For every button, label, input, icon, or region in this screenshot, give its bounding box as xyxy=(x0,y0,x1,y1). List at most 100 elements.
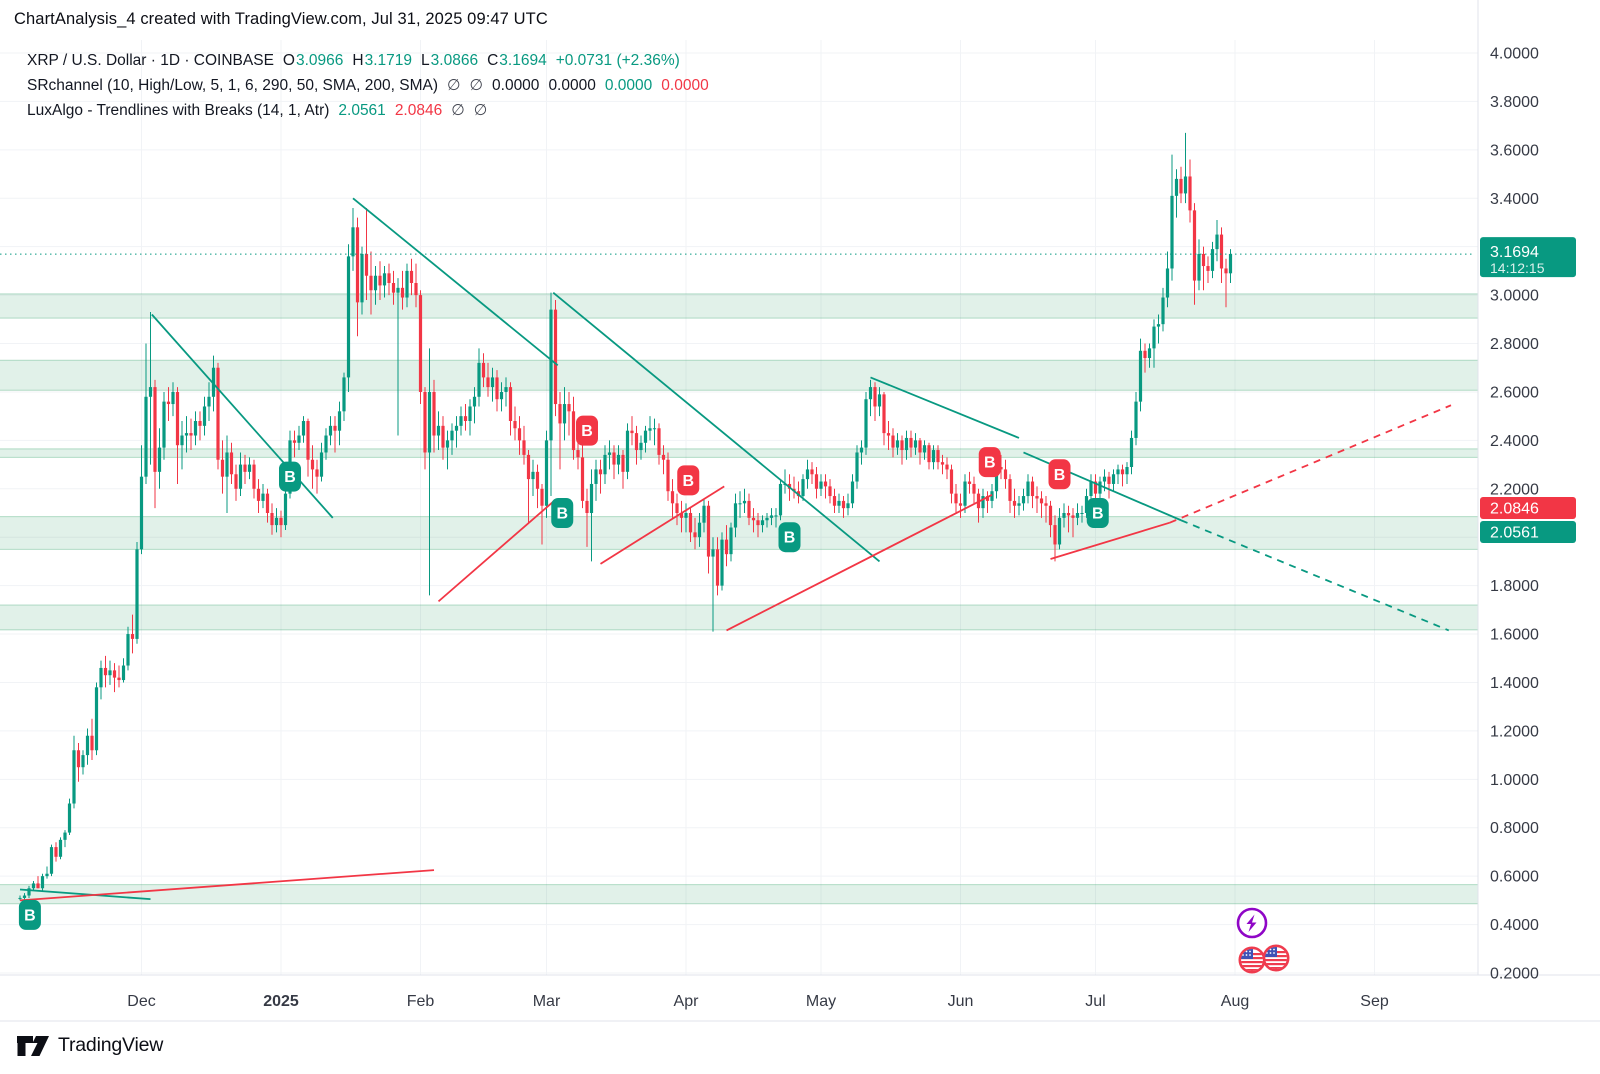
time-tick-label: Apr xyxy=(674,993,700,1010)
candle xyxy=(373,275,378,291)
bullish-break-label: B xyxy=(778,522,801,553)
candle xyxy=(274,517,279,526)
candle xyxy=(823,481,828,487)
price-tick-label: 2.6000 xyxy=(1490,384,1539,401)
symbol-title[interactable]: XRP / U.S. Dollar · 1D · COINBASE xyxy=(27,51,274,69)
candle xyxy=(819,481,823,489)
candle xyxy=(216,367,220,460)
us-flag-event-icon[interactable] xyxy=(1262,944,1290,972)
high-label: H xyxy=(352,51,364,69)
price-tick-label: 4.0000 xyxy=(1490,46,1539,63)
candle xyxy=(1030,481,1035,497)
candle xyxy=(931,450,936,463)
candle xyxy=(999,467,1003,470)
candle xyxy=(841,500,846,509)
svg-text:2.0561: 2.0561 xyxy=(1490,525,1539,542)
bullish-break-label: B xyxy=(18,899,41,930)
candle xyxy=(1026,481,1030,497)
chart-legend[interactable]: XRP / U.S. Dollar · 1D · COINBASE O 3.096… xyxy=(27,48,709,123)
candle xyxy=(1089,481,1093,497)
candle xyxy=(1071,515,1075,518)
candle xyxy=(319,452,324,477)
candle xyxy=(508,387,513,421)
axis-frame xyxy=(0,0,1600,1022)
candle xyxy=(1192,210,1197,281)
candle xyxy=(121,665,126,681)
candle xyxy=(261,493,265,501)
srchannel-legend-row[interactable]: SRchannel (10, High/Low, 5, 1, 6, 290, 5… xyxy=(27,73,709,98)
candle xyxy=(661,454,666,460)
candle xyxy=(927,445,931,463)
empty-set-icon: ∅ xyxy=(451,102,465,119)
event-icons[interactable] xyxy=(1236,907,1290,974)
candle xyxy=(130,634,135,639)
candle xyxy=(612,452,616,465)
luxalgo-lower-badge: 2.0846 xyxy=(1480,497,1576,519)
candle xyxy=(1147,348,1152,359)
candle xyxy=(765,517,769,521)
candles-layer[interactable] xyxy=(18,132,1233,901)
candle xyxy=(1224,268,1228,274)
close-label: C xyxy=(487,51,499,69)
grid-lines xyxy=(0,40,1478,975)
candle xyxy=(1012,500,1017,506)
candle xyxy=(1116,469,1120,475)
candle xyxy=(1197,253,1201,281)
candle xyxy=(891,435,895,448)
candle xyxy=(675,503,679,513)
lightning-event-icon[interactable] xyxy=(1236,907,1268,939)
luxalgo-title[interactable]: LuxAlgo - Trendlines with Breaks (14, 1,… xyxy=(27,101,330,119)
candle xyxy=(1152,326,1156,349)
candle xyxy=(603,454,607,475)
candle xyxy=(670,491,675,504)
time-tick-label: Jun xyxy=(948,993,974,1010)
luxalgo-upper-badge: 2.0561 xyxy=(1480,521,1576,543)
luxalgo-legend-row[interactable]: LuxAlgo - Trendlines with Breaks (14, 1,… xyxy=(27,98,709,123)
luxalgo-lower-value: 2.0846 xyxy=(394,101,443,119)
candle xyxy=(864,399,868,448)
candle xyxy=(234,474,238,489)
srchannel-value-2: 0.0000 xyxy=(548,76,596,94)
candle xyxy=(396,287,400,293)
time-axis[interactable]: Dec 2025 Feb Mar Apr May Jun Jul Aug Sep xyxy=(127,993,1389,1010)
candle xyxy=(171,391,175,405)
tradingview-brand[interactable]: TradingView xyxy=(16,1034,163,1057)
candle xyxy=(639,442,643,451)
candle xyxy=(522,440,526,455)
candle xyxy=(1228,253,1233,274)
candle xyxy=(549,309,553,441)
candle xyxy=(351,227,355,257)
candle xyxy=(1170,195,1174,269)
tradingview-brand-text: TradingView xyxy=(58,1034,164,1056)
candle xyxy=(175,391,180,446)
price-tick-label: 0.8000 xyxy=(1490,820,1539,837)
candle xyxy=(760,520,765,526)
srchannel-title[interactable]: SRchannel (10, High/Low, 5, 1, 6, 290, 5… xyxy=(27,76,438,94)
srchannel-value-3: 0.0000 xyxy=(604,76,653,94)
candle xyxy=(63,832,67,840)
lower-trendline xyxy=(726,494,993,632)
candle xyxy=(1098,481,1102,494)
candle xyxy=(108,670,112,676)
candle xyxy=(243,464,247,472)
candle xyxy=(117,677,121,681)
candle xyxy=(112,670,117,678)
candle xyxy=(94,687,99,751)
candle xyxy=(850,481,855,504)
us-flag-event-icon[interactable] xyxy=(1238,946,1266,974)
bullish-break-label: B xyxy=(279,461,301,492)
candle xyxy=(711,549,715,557)
candle xyxy=(90,735,94,751)
candle xyxy=(306,421,310,460)
svg-text:B: B xyxy=(682,473,694,490)
bearish-break-label: B xyxy=(576,415,598,446)
price-tick-label: 1.2000 xyxy=(1490,723,1539,740)
candle xyxy=(553,309,558,405)
candle xyxy=(162,401,166,448)
candle xyxy=(499,391,504,400)
symbol-legend-row[interactable]: XRP / U.S. Dollar · 1D · COINBASE O 3.096… xyxy=(27,48,709,73)
candle xyxy=(1039,498,1044,504)
candle xyxy=(333,425,337,431)
